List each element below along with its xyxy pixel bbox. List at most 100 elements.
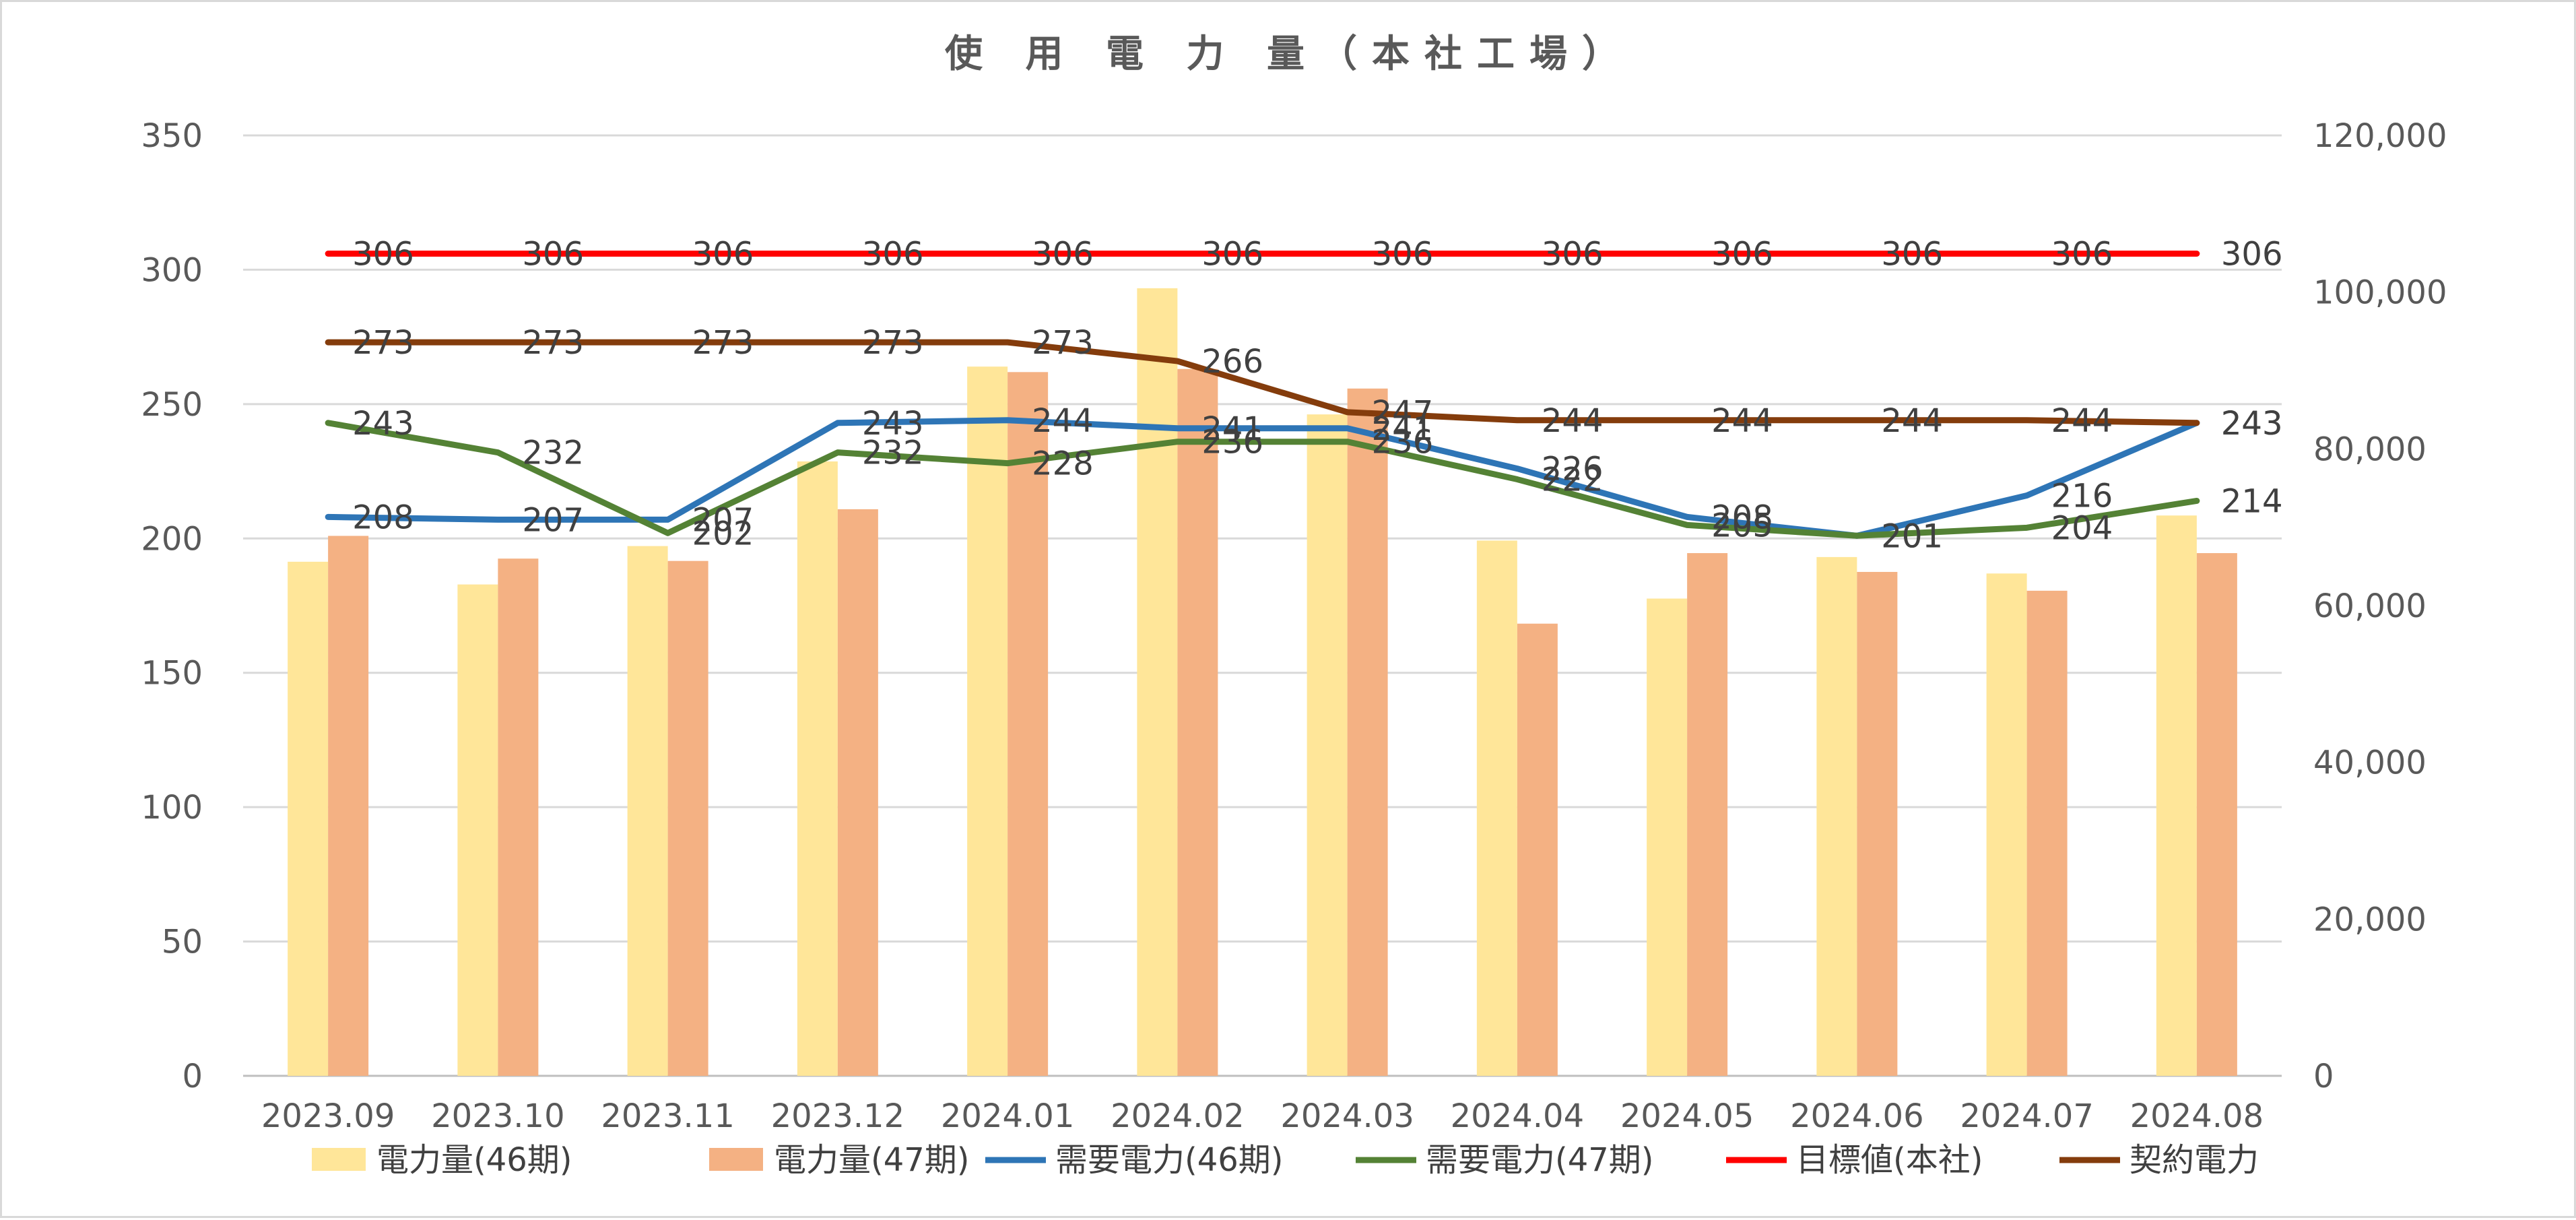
y-left-tick-label: 100 (141, 789, 203, 827)
bar (837, 509, 878, 1076)
x-tick-label: 2024.01 (941, 1097, 1075, 1135)
legend-item: 需要電力(47期) (1356, 1141, 1654, 1179)
y-left-tick-label: 300 (141, 251, 203, 289)
data-label: 306 (522, 235, 584, 273)
y-left-tick-label: 150 (141, 655, 203, 693)
data-label: 226 (1542, 451, 1604, 488)
data-label: 243 (2221, 405, 2283, 443)
legend-swatch (709, 1148, 763, 1171)
bar-series (328, 368, 2237, 1076)
bar (1517, 623, 1558, 1076)
data-label: 208 (1711, 499, 1773, 536)
bar (1008, 372, 1049, 1076)
data-label: 273 (352, 324, 414, 362)
data-label: 243 (352, 405, 414, 443)
data-label: 306 (352, 235, 414, 273)
data-label: 244 (1542, 402, 1604, 440)
data-label: 228 (1032, 445, 1094, 483)
data-label: 207 (522, 501, 584, 539)
y-left-tick-label: 250 (141, 386, 203, 424)
bar (457, 584, 498, 1076)
legend-label: 需要電力(46期) (1055, 1141, 1284, 1179)
x-tick-label: 2023.10 (431, 1097, 565, 1135)
data-label: 247 (1372, 394, 1434, 432)
data-label: 201 (1881, 517, 1943, 555)
data-label: 266 (1201, 343, 1263, 381)
data-label: 222 (1542, 461, 1604, 499)
bar (1647, 598, 1688, 1076)
data-label: 236 (1201, 424, 1263, 461)
data-labels: 306 306 306 306 306 306 306 306 306 306 306 306 (352, 235, 2282, 273)
y-right-tick-label: 100,000 (2313, 274, 2447, 312)
y-left-tick-label: 200 (141, 520, 203, 558)
legend-label: 目標値(本社) (1796, 1141, 1983, 1179)
x-tick-label: 2024.08 (2130, 1097, 2264, 1135)
x-tick-label: 2023.12 (771, 1097, 905, 1135)
x-axis: 2023.09 2023.10 2023.11 2023.12 2024.01 2024.… (261, 1097, 2264, 1135)
series-line (325, 420, 2200, 539)
y-left-tick-label: 350 (141, 117, 203, 155)
bar (1687, 553, 1728, 1076)
data-label: 236 (1372, 424, 1434, 461)
x-tick-label: 2024.02 (1111, 1097, 1245, 1135)
data-label: 306 (2051, 235, 2113, 273)
data-label: 204 (2051, 509, 2113, 547)
data-label: 232 (862, 435, 924, 472)
legend-label: 電力量(46期) (376, 1141, 572, 1179)
data-label: 208 (352, 499, 414, 536)
legend-item: 電力量(47期) (709, 1141, 970, 1179)
bar (967, 366, 1008, 1076)
data-label: 201 (1881, 517, 1943, 555)
data-label: 306 (1032, 235, 1094, 273)
data-label: 205 (1711, 507, 1773, 544)
data-label: 244 (2051, 402, 2113, 440)
y-right-tick-label: 20,000 (2313, 901, 2426, 938)
y-axis-right: 0 20,000 40,000 60,000 80,000 100,000 120,000 (2313, 117, 2447, 1095)
data-label: 273 (862, 324, 924, 362)
x-tick-label: 2024.06 (1790, 1097, 1924, 1135)
data-label: 273 (1032, 324, 1094, 362)
x-tick-label: 2024.04 (1451, 1097, 1585, 1135)
data-label: 216 (2051, 477, 2113, 515)
x-tick-label: 2024.07 (1960, 1097, 2094, 1135)
line-series (325, 339, 2200, 426)
bar-series (288, 288, 2197, 1077)
series-line (325, 339, 2200, 426)
bar (667, 560, 708, 1076)
data-labels: 208 207 207 243 244 241 241 226 208 201 216 243 (352, 402, 2282, 556)
line-series (325, 420, 2200, 539)
bar (1307, 414, 1348, 1076)
bar (797, 461, 838, 1076)
legend-swatch (312, 1148, 366, 1171)
data-label: 243 (862, 405, 924, 443)
legend: 電力量(46期) 電力量(47期) 需要電力(46期) 需要電力(47期) 目標値(本社… (312, 1141, 2259, 1179)
bar (1476, 540, 1517, 1076)
bar (1986, 573, 2027, 1076)
y-right-tick-label: 0 (2313, 1058, 2334, 1095)
y-right-tick-label: 80,000 (2313, 430, 2426, 468)
data-label: 306 (2221, 235, 2283, 273)
y-left-tick-label: 50 (162, 924, 203, 961)
data-label: 244 (1032, 402, 1094, 440)
y-right-tick-label: 120,000 (2313, 117, 2447, 155)
bar (627, 546, 668, 1076)
legend-item: 需要電力(46期) (985, 1141, 1284, 1179)
data-label: 273 (522, 324, 584, 362)
bar (498, 558, 539, 1076)
data-label: 306 (1201, 235, 1263, 273)
x-tick-label: 2024.05 (1620, 1097, 1754, 1135)
bar (1177, 368, 1218, 1076)
data-label: 306 (1372, 235, 1434, 273)
y-axis-left: 0 50 100 150 200 250 300 350 (141, 117, 203, 1095)
x-tick-label: 2023.09 (261, 1097, 395, 1135)
data-label: 232 (522, 435, 584, 472)
data-labels: 273 273 273 273 273 266 247 244 244 244 244 243 (352, 324, 2282, 443)
chart-title: 使 用 電 力 量（本社工場） (945, 32, 1634, 76)
data-label: 244 (1711, 402, 1773, 440)
bar (1347, 388, 1388, 1076)
bar (328, 536, 369, 1076)
data-label: 306 (1711, 235, 1773, 273)
